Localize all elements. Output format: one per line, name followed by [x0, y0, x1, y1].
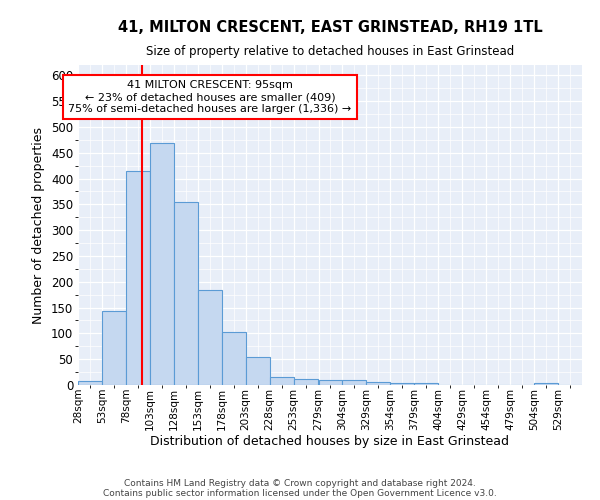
Text: 41, MILTON CRESCENT, EAST GRINSTEAD, RH19 1TL: 41, MILTON CRESCENT, EAST GRINSTEAD, RH1…	[118, 20, 542, 35]
Text: Contains HM Land Registry data © Crown copyright and database right 2024.: Contains HM Land Registry data © Crown c…	[124, 478, 476, 488]
Bar	[391, 384, 415, 385]
Bar	[367, 382, 391, 385]
Bar	[126, 171, 150, 385]
Bar	[78, 381, 102, 385]
Bar	[534, 384, 558, 385]
Bar	[174, 202, 198, 385]
X-axis label: Distribution of detached houses by size in East Grinstead: Distribution of detached houses by size …	[151, 436, 509, 448]
Bar	[269, 378, 293, 385]
Bar	[102, 311, 126, 385]
Bar	[319, 380, 343, 385]
Bar	[245, 357, 269, 385]
Text: Contains public sector information licensed under the Open Government Licence v3: Contains public sector information licen…	[103, 488, 497, 498]
Bar	[198, 290, 222, 385]
Bar	[150, 144, 174, 385]
Text: Size of property relative to detached houses in East Grinstead: Size of property relative to detached ho…	[146, 45, 514, 58]
Bar	[293, 379, 317, 385]
Bar	[343, 380, 367, 385]
Bar	[222, 332, 245, 385]
Y-axis label: Number of detached properties: Number of detached properties	[32, 126, 46, 324]
Bar	[415, 384, 438, 385]
Text: 41 MILTON CRESCENT: 95sqm
← 23% of detached houses are smaller (409)
75% of semi: 41 MILTON CRESCENT: 95sqm ← 23% of detac…	[68, 80, 352, 114]
